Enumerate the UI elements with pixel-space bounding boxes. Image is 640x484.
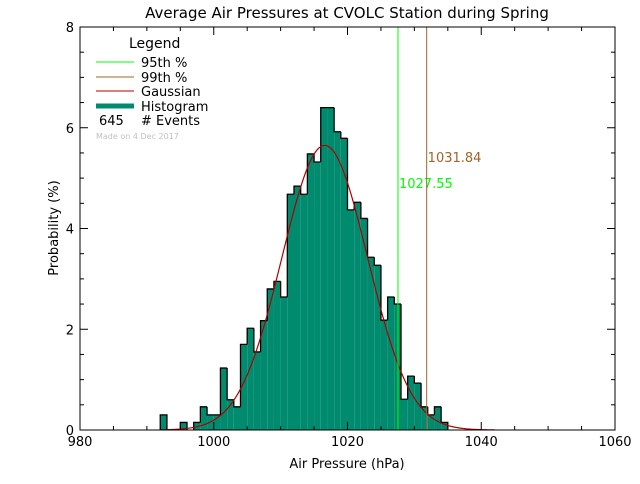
histogram-bar: [327, 107, 335, 430]
chart-title: Average Air Pressures at CVOLC Station d…: [145, 4, 549, 22]
gaussian-line: [160, 144, 495, 431]
histogram-bar: [260, 320, 268, 430]
gaussian-curve: [160, 144, 495, 431]
y-tick-label: 2: [66, 323, 74, 338]
legend-title: Legend: [129, 36, 180, 52]
x-tick-label: 1000: [197, 435, 230, 450]
histogram-bar: [427, 414, 435, 430]
y-tick-label: 8: [66, 21, 74, 36]
histogram-bar: [213, 414, 221, 430]
histogram-bar: [227, 399, 234, 430]
histogram-bar: [220, 368, 228, 430]
y-tick-label: 4: [66, 223, 74, 238]
histogram-bar: [360, 218, 368, 430]
histogram-bar: [200, 406, 208, 430]
histogram-bar: [273, 281, 281, 430]
histogram-bar: [287, 194, 294, 430]
histogram: [159, 106, 449, 431]
histogram-bar: [347, 209, 355, 430]
x-tick-label: 980: [68, 435, 93, 450]
histogram-bar: [340, 138, 348, 431]
histogram-outline: [159, 106, 449, 430]
x-tick-label: 1040: [465, 435, 498, 450]
histogram-bar: [267, 288, 274, 430]
histogram-bar: [367, 257, 375, 430]
histogram-bar: [294, 186, 301, 430]
histogram-bar: [354, 202, 361, 430]
histogram-bar: [307, 153, 315, 430]
y-tick-label: 0: [66, 424, 74, 439]
histogram-bar: [280, 297, 288, 430]
histogram-bar: [334, 131, 341, 430]
legend-label-99: 99th %: [141, 71, 187, 86]
histogram-bar: [380, 320, 388, 430]
events-label: # Events: [141, 114, 200, 129]
axes: 980 1000 1020 1040 1060 0 2 4 6 8: [66, 21, 632, 450]
histogram-bar: [233, 406, 241, 430]
percentile-lines: 1027.55 1031.84: [397, 27, 482, 430]
y-tick-label: 6: [66, 122, 74, 137]
legend-label-histogram: Histogram: [141, 100, 208, 115]
histogram-bar: [421, 406, 428, 430]
histogram-bar: [180, 422, 187, 430]
histogram-bar: [401, 399, 408, 430]
histogram-bar: [240, 344, 248, 430]
legend-label-gaussian: Gaussian: [141, 85, 201, 100]
histogram-bar: [253, 351, 261, 430]
x-axis-label: Air Pressure (hPa): [289, 457, 404, 472]
legend: Legend 95th % 99th % Gaussian Histogram …: [96, 36, 208, 141]
percentile-99-label: 1031.84: [428, 151, 482, 166]
y-axis-label: Probability (%): [47, 180, 62, 275]
x-tick-label: 1060: [598, 435, 631, 450]
events-count: 645: [99, 114, 124, 129]
histogram-bar: [374, 265, 381, 430]
made-on-note: Made on 4 Dec 2017: [96, 132, 179, 141]
histogram-bar: [414, 383, 422, 430]
histogram-bar: [247, 328, 254, 430]
histogram-bar: [300, 194, 308, 430]
histogram-bar: [387, 297, 395, 430]
histogram-bar: [314, 162, 321, 430]
percentile-95-label: 1027.55: [399, 177, 453, 192]
x-tick-label: 1020: [331, 435, 364, 450]
histogram-bar: [434, 406, 442, 430]
histogram-bar: [441, 422, 448, 430]
legend-label-95: 95th %: [141, 56, 187, 71]
histogram-bar: [407, 376, 415, 430]
histogram-bar: [320, 107, 328, 430]
histogram-bar: [160, 414, 167, 430]
